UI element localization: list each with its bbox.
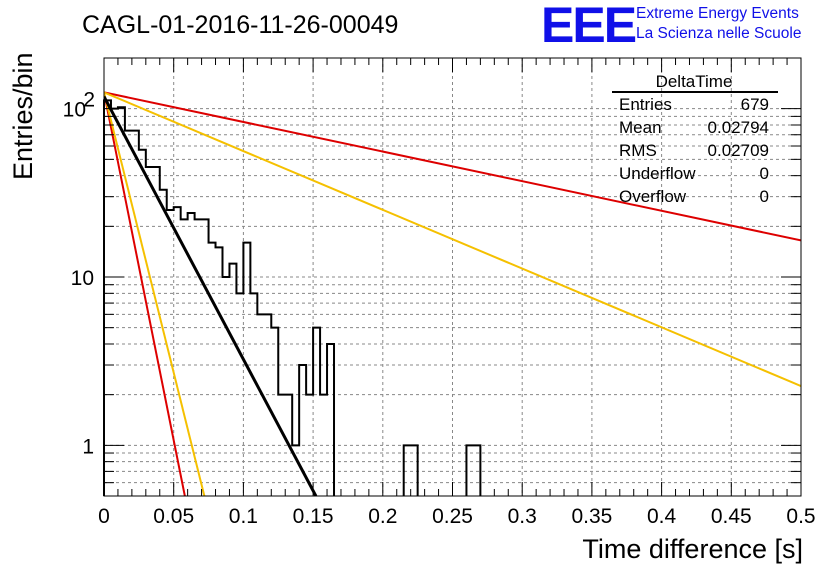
x-tick-label: 0.5 <box>786 505 815 528</box>
y-tick-label: 1 <box>82 435 94 458</box>
stats-label-overflow: Overflow <box>619 187 687 206</box>
stats-title: DeltaTime <box>656 72 733 91</box>
x-axis-ticks: 0 0.05 0.1 0.15 0.2 0.25 0.3 0.35 0.4 0.45 0.5 <box>98 58 816 528</box>
x-tick-label: 0.4 <box>647 505 677 528</box>
fit-line-group <box>104 95 318 496</box>
logo-line1: Extreme Energy Events <box>636 5 799 22</box>
y-tick-label: 10 <box>71 267 94 290</box>
chart-title: CAGL-01-2016-11-26-00049 <box>82 11 398 39</box>
x-tick-label: 0.35 <box>571 505 612 528</box>
stats-value-overflow: 0 <box>760 187 769 206</box>
stats-label-mean: Mean <box>619 118 662 137</box>
eee-logo: EEE Extreme Energy Events La Scienza nel… <box>541 0 801 53</box>
stats-value-rms: 0.02709 <box>708 141 769 160</box>
x-tick-label: 0.2 <box>368 505 397 528</box>
stats-value-underflow: 0 <box>760 164 769 183</box>
x-tick-label: 0.1 <box>229 505 258 528</box>
grid <box>104 57 801 497</box>
stats-value-mean: 0.02794 <box>708 118 769 137</box>
x-tick-label: 0 <box>98 505 110 528</box>
logo-line2: La Scienza nelle Scuole <box>636 25 801 42</box>
fit-line <box>104 95 318 496</box>
stats-value-entries: 679 <box>741 95 769 114</box>
histogram <box>103 99 482 496</box>
y-tick-exponent: 2 <box>83 89 95 112</box>
expected-curve <box>104 92 186 496</box>
x-tick-label: 0.05 <box>153 505 194 528</box>
stats-box: DeltaTime Entries 679 Mean 0.02794 RMS 0… <box>612 72 778 206</box>
expected-curve <box>104 91 801 242</box>
x-axis-label: Time difference [s] <box>582 534 803 564</box>
y-axis-label: Entries/bin <box>8 52 38 180</box>
y-tick-label: 10 <box>63 99 86 122</box>
expected-curve <box>104 92 206 496</box>
stats-label-rms: RMS <box>619 141 657 160</box>
stats-label-underflow: Underflow <box>619 164 696 183</box>
expected-curve <box>104 91 801 387</box>
stats-label-entries: Entries <box>619 95 672 114</box>
x-tick-label: 0.25 <box>432 505 473 528</box>
curves <box>104 91 801 496</box>
x-tick-label: 0.45 <box>711 505 752 528</box>
x-tick-label: 0.3 <box>508 505 537 528</box>
x-tick-label: 0.15 <box>293 505 334 528</box>
logo-mark: EEE <box>541 0 636 53</box>
